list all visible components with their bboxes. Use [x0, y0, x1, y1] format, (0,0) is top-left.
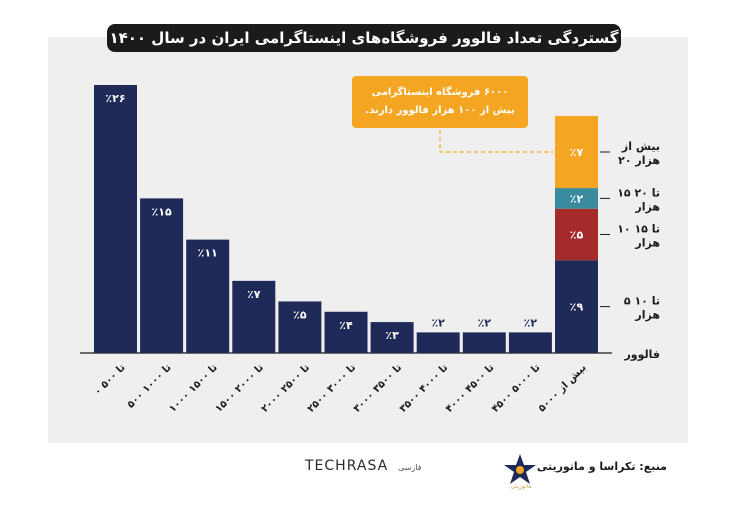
source-text: منبع: تکراسا و ماتوریتی [536, 460, 667, 473]
stack-name-label-2: ۱۵ تا ۲۰ [617, 186, 660, 199]
bar-1 [140, 198, 184, 353]
category-label-9: ۴۵۰۰ تا ۵۰۰۰ [490, 362, 543, 415]
maturity-logo-text: ماتوریتی [510, 483, 532, 490]
maturity-logo-icon [504, 454, 536, 484]
category-label-4: ۲۰۰۰ تا ۲۵۰۰ [259, 362, 312, 415]
bar-6 [370, 322, 414, 353]
bar-0 [94, 85, 137, 353]
bar-value-label-6: ٪۳ [385, 329, 399, 342]
callout-box: ۶۰۰۰ فروشگاه اینستاگرامی بیش از ۱۰۰ هزار… [352, 76, 528, 128]
bar-value-label-8: ٪۲ [478, 316, 492, 329]
stack-name-unit-2: هزار [634, 200, 660, 213]
stack-name-label-1: ۱۰ تا ۱۵ [617, 222, 660, 235]
category-label-6: ۳۰۰۰ تا ۳۵۰۰ [352, 362, 405, 415]
category-label-10: بیش از ۵۰۰۰ [537, 362, 589, 414]
category-label-1: ۵۰۰ تا ۱۰۰۰ [125, 362, 173, 410]
bar-8 [462, 332, 506, 353]
callout-connector [439, 130, 553, 153]
bar-3 [232, 280, 276, 353]
stack-segment-3 [555, 115, 598, 189]
bar-5 [324, 311, 368, 353]
bar-value-label-5: ٪۴ [339, 319, 353, 332]
category-label-5: ۲۵۰۰ تا ۳۰۰۰ [306, 362, 359, 415]
stack-value-label-1: ٪۵ [570, 228, 584, 241]
stack-segment-1 [555, 208, 598, 261]
bar-7 [416, 332, 460, 353]
chart-title: گستردگی تعداد فالوور فروشگاه‌های اینستاگ… [107, 24, 621, 52]
category-label-2: ۱۰۰۰ تا ۱۵۰۰ [167, 362, 220, 415]
stack-value-label-2: ٪۲ [570, 192, 584, 205]
bar-9 [508, 332, 552, 353]
bar-value-label-9: ٪۲ [524, 316, 538, 329]
bar-2 [186, 239, 230, 353]
callout-line-1: ۶۰۰۰ فروشگاه اینستاگرامی [371, 87, 509, 98]
category-label-7: ۳۵۰۰ تا ۴۰۰۰ [398, 362, 451, 415]
bar-value-label-1: ٪۱۵ [152, 205, 172, 218]
stack-name-unit-0: هزار [634, 309, 660, 322]
stack-name-label-0: ۵ تا ۱۰ [624, 295, 660, 308]
techrasa-logo-fa: فارسی [398, 463, 422, 472]
bar-value-label-0: ٪۲۶ [105, 92, 125, 105]
stack-name-unit-3: ۲۰ هزار [618, 154, 660, 167]
axis-unit-label: فالوور [623, 348, 660, 361]
bar-value-label-3: ٪۷ [247, 288, 261, 301]
callout-line-2: بیش از ۱۰۰ هزار فالوور دارند. [365, 105, 515, 116]
stack-segment-2 [555, 188, 598, 209]
stack-value-label-3: ٪۷ [570, 146, 584, 159]
stack-segment-0 [555, 260, 598, 353]
stack-name-label-3: بیش از [621, 140, 660, 153]
stack-name-unit-1: هزار [634, 236, 660, 249]
category-label-8: ۴۰۰۰ تا ۴۵۰۰ [444, 362, 497, 415]
category-label-3: ۱۵۰۰ تا ۲۰۰۰ [213, 362, 266, 415]
stack-value-label-0: ٪۹ [570, 301, 584, 314]
category-label-0: ۰ تا ۵۰۰ [92, 362, 127, 397]
bar-4 [278, 301, 322, 353]
bar-value-label-2: ٪۱۱ [198, 247, 218, 260]
bar-value-label-4: ٪۵ [293, 308, 307, 321]
techrasa-logo: TECHRASA [305, 458, 389, 474]
bar-value-label-7: ٪۲ [431, 316, 445, 329]
